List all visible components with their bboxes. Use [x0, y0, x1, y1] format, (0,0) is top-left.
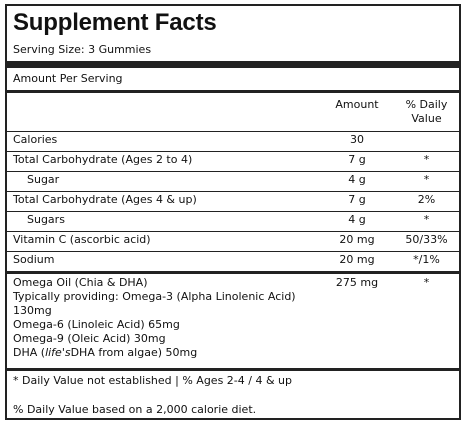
- nutrient-dv: */1%: [413, 253, 440, 266]
- nutrient-dv: *: [423, 213, 430, 226]
- panel-title: Supplement Facts: [13, 9, 217, 36]
- row-divider: [7, 251, 459, 252]
- nutrient-dv: 2%: [417, 193, 436, 206]
- nutrient-name: Sugars: [27, 213, 65, 226]
- nutrient-name: Calories: [13, 133, 58, 146]
- omega-dv: *: [423, 276, 430, 289]
- omega-line-4: Omega-6 (Linoleic Acid) 65mg: [13, 318, 180, 331]
- nutrient-amount: 7 g: [348, 153, 366, 166]
- row-divider: [7, 131, 459, 132]
- nutrient-amount: 30: [350, 133, 364, 146]
- row-divider: [7, 151, 459, 152]
- nutrient-name: Vitamin C (ascorbic acid): [13, 233, 151, 246]
- amount-column-header: Amount: [335, 98, 379, 111]
- thick-divider-top: [7, 61, 459, 68]
- omega-line-6-prefix: DHA (: [13, 346, 46, 359]
- row-divider: [7, 231, 459, 232]
- nutrient-name: Sugar: [27, 173, 60, 186]
- omega-line-1: Omega Oil (Chia & DHA): [13, 276, 148, 289]
- nutrient-amount: 4 g: [348, 213, 366, 226]
- thick-divider-omega: [7, 271, 459, 274]
- omega-line-6: DHA (life'sDHA from algae) 50mg: [13, 346, 197, 360]
- row-divider: [7, 191, 459, 192]
- nutrient-name: Sodium: [13, 253, 55, 266]
- serving-size: Serving Size: 3 Gummies: [13, 43, 152, 56]
- nutrient-amount: 20 mg: [339, 233, 375, 246]
- omega-amount: 275 mg: [335, 276, 379, 289]
- nutrient-dv: *: [423, 153, 430, 166]
- omega-line-5: Omega-9 (Oleic Acid) 30mg: [13, 332, 166, 345]
- nutrient-amount: 7 g: [348, 193, 366, 206]
- supplement-facts-panel: Supplement Facts Serving Size: 3 Gummies…: [5, 4, 461, 420]
- nutrient-name: Total Carbohydrate (Ages 2 to 4): [13, 153, 193, 166]
- nutrient-dv: *: [423, 173, 430, 186]
- footnote-calorie-diet: % Daily Value based on a 2,000 calorie d…: [13, 403, 257, 416]
- footnote-daily-value: * Daily Value not established | % Ages 2…: [13, 374, 292, 387]
- daily-value-column-header-line1: % Daily: [405, 98, 448, 111]
- omega-line-3: 130mg: [13, 304, 52, 317]
- nutrient-name: Total Carbohydrate (Ages 4 & up): [13, 193, 197, 206]
- nutrient-dv: 50/33%: [405, 233, 448, 246]
- nutrient-amount: 4 g: [348, 173, 366, 186]
- row-divider: [7, 171, 459, 172]
- thick-divider-bottom: [7, 368, 459, 371]
- omega-line-6-italic: life's: [45, 346, 71, 359]
- row-divider: [7, 211, 459, 212]
- nutrient-amount: 20 mg: [339, 253, 375, 266]
- daily-value-column-header-line2: Value: [411, 112, 442, 125]
- omega-line-2: Typically providing: Omega-3 (Alpha Lino…: [13, 290, 296, 303]
- amount-per-serving-label: Amount Per Serving: [13, 72, 123, 85]
- thick-divider-mid: [7, 90, 459, 93]
- omega-line-6-suffix: DHA from algae) 50mg: [70, 346, 198, 359]
